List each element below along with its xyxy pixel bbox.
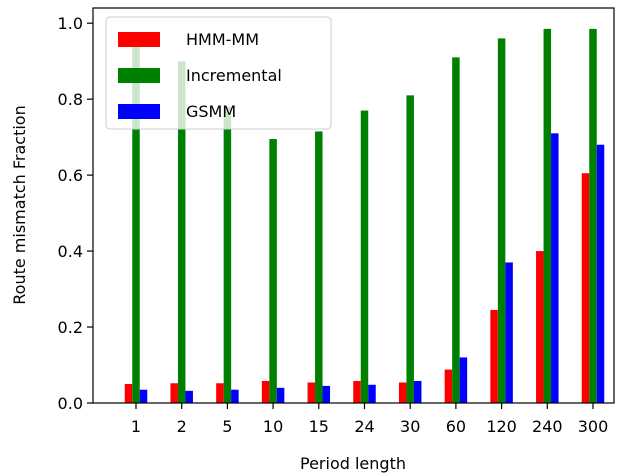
x-tick-label: 300 <box>578 417 609 436</box>
bar-hmm-mm-1 <box>124 384 133 403</box>
x-tick-label: 5 <box>222 417 232 436</box>
legend: HMM-MM Incremental GSMM <box>105 16 332 130</box>
bar-hmm-mm-2 <box>170 383 178 403</box>
legend-label: GSMM <box>186 102 236 121</box>
legend-box <box>105 16 332 130</box>
bar-incremental-300 <box>589 28 597 403</box>
bar-hmm-mm-120 <box>490 309 498 403</box>
bar-hmm-mm-24 <box>353 380 361 403</box>
bar-incremental-2 <box>177 61 186 404</box>
bar-gsmm-2 <box>185 390 193 403</box>
x-tick-label: 24 <box>354 417 374 436</box>
y-tick-label: 0.8 <box>58 90 83 109</box>
bar-gsmm-15 <box>322 385 331 403</box>
bar-hmm-mm-240 <box>536 251 544 403</box>
bar-gsmm-300 <box>596 144 605 404</box>
x-tick-label: 2 <box>177 417 187 436</box>
y-tick-label: 0.6 <box>58 166 83 185</box>
bar-hmm-mm-10 <box>261 380 270 403</box>
x-tick-label: 15 <box>309 417 329 436</box>
bar-hmm-mm-300 <box>581 173 590 403</box>
bar-gsmm-240 <box>551 133 559 403</box>
x-tick-label: 240 <box>532 417 563 436</box>
y-axis-label: Route mismatch Fraction <box>10 105 29 304</box>
bar-gsmm-10 <box>276 387 285 403</box>
bar-gsmm-5 <box>231 389 239 403</box>
y-tick-label: 1.0 <box>58 14 83 33</box>
bar-incremental-10 <box>269 139 277 403</box>
bar-gsmm-60 <box>459 357 468 403</box>
plot-frame <box>92 7 615 404</box>
bar-gsmm-120 <box>505 262 513 403</box>
legend-label: Incremental <box>186 66 282 85</box>
y-tick-label: 0.0 <box>58 394 83 413</box>
x-tick-label: 30 <box>400 417 420 436</box>
bar-gsmm-24 <box>368 384 376 403</box>
bar-gsmm-30 <box>413 380 422 403</box>
bar-incremental-1 <box>132 38 140 403</box>
bar-gsmm-1 <box>139 389 148 403</box>
legend-label: HMM-MM <box>186 30 259 49</box>
y-tick-label: 0.2 <box>58 318 83 337</box>
y-tick-label: 0.4 <box>58 242 83 261</box>
bar-incremental-24 <box>360 110 369 404</box>
bar-incremental-240 <box>543 28 552 403</box>
x-tick-label: 120 <box>486 417 517 436</box>
x-tick-label: 1 <box>131 417 141 436</box>
x-tick-label: 10 <box>263 417 283 436</box>
legend-swatch <box>118 32 160 47</box>
bar-hmm-mm-5 <box>216 383 224 403</box>
y-axis: 0.0 0.2 0.4 0.6 0.8 1.0 <box>58 14 93 413</box>
bar-hmm-mm-60 <box>444 369 453 403</box>
bar-incremental-15 <box>315 131 323 403</box>
bar-incremental-120 <box>497 38 506 403</box>
legend-swatch <box>118 68 160 83</box>
bar-hmm-mm-30 <box>398 382 407 403</box>
legend-swatch <box>118 104 160 119</box>
bar-incremental-5 <box>223 106 232 403</box>
x-tick-label: 60 <box>446 417 466 436</box>
bar-hmm-mm-15 <box>307 382 316 403</box>
x-axis-label: Period length <box>300 454 406 473</box>
x-axis: 1 2 5 10 15 24 30 60 120 240 300 <box>131 403 608 436</box>
bar-incremental-60 <box>452 57 460 404</box>
bars-layer <box>124 28 605 404</box>
bar-incremental-30 <box>406 95 414 404</box>
